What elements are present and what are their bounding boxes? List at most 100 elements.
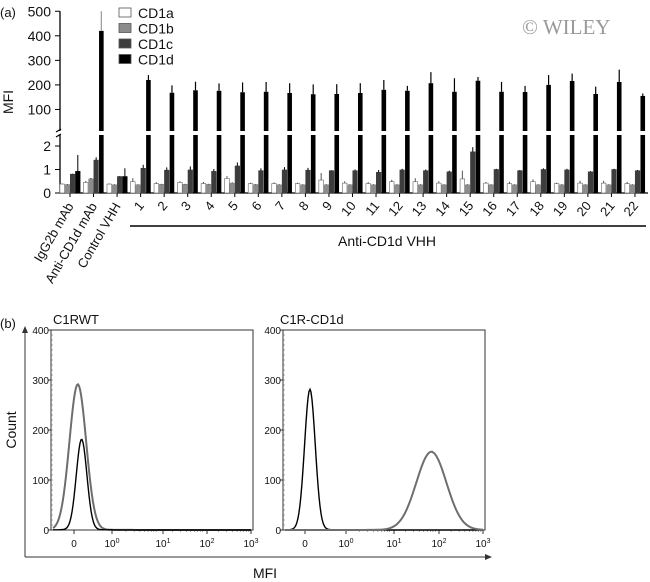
bar-cd1d-lower [216,135,222,193]
bar-cd1b [206,184,212,194]
y-tick-label: 0 [275,526,281,537]
bar-cd1b [417,184,424,194]
axis-break-mark [55,133,62,138]
bar-cd1c [93,159,99,194]
bar-cd1d-upper [569,80,575,131]
bar-cd1a [577,182,583,194]
y-tick-label: 100 [28,101,52,117]
panel-a-bar-chart: (a) MFI Anti-CD1d VHH 012100200300400500… [0,3,648,286]
bar-cd1c [281,169,288,194]
x-tick-label: 19 [550,198,571,219]
bar-cd1d-upper [310,94,316,131]
bar-cd1b [582,184,588,194]
x-tick-label: 2 [154,198,170,213]
x-tick-label: 103 [243,538,258,550]
histogram-curve [285,387,483,531]
histogram-curve [285,450,484,531]
bar-cd1d-lower [263,135,269,193]
legend-label-cd1c: CD1c [138,36,173,52]
y-tick-label: 400 [264,326,281,337]
bar-cd1d-upper [287,93,292,131]
bar-cd1b [464,184,471,194]
histogram-title-c1r-cd1d: C1R-CD1d [280,312,344,327]
y-tick-label: 2 [43,138,51,154]
bar-cd1a [106,183,112,194]
y-tick-label: 0 [43,526,49,537]
x-tick-label: 15 [456,198,477,219]
bar-cd1c [470,151,476,194]
y-axis-label: MFI [0,90,16,114]
bar-cd1c [117,176,123,194]
y-tick-label: 400 [32,326,49,337]
histogram-curve [53,438,251,531]
bar-cd1d-lower [287,135,292,193]
bar-cd1d-upper [334,93,340,131]
x-tick-label: 16 [479,198,500,219]
bar-cd1b [276,184,282,194]
bar-cd1b [64,184,70,194]
bar-cd1a [483,182,489,194]
x-tick-label: 20 [573,198,594,219]
x-tick-label: 0 [71,539,77,550]
bar-cd1c [234,165,240,194]
bar-cd1b [629,184,635,194]
bar-cd1d-upper [522,92,528,131]
bar-cd1a [506,183,513,194]
x-tick-label: 13 [409,198,430,219]
y-tick-label: 200 [28,77,52,93]
bar-cd1b [535,184,541,194]
bar-cd1b [370,184,377,194]
x-tick-label: 4 [201,198,217,213]
bar-cd1d-lower [146,135,151,193]
histogram-curve [52,382,251,531]
bar-cd1d-lower [475,135,481,193]
bar-cd1a [436,182,442,194]
bar-cd1a [130,181,136,194]
bar-cd1a [342,182,348,194]
bar-cd1c [164,169,170,194]
bar-cd1a [624,183,630,194]
bar-cd1d-lower [546,135,551,193]
bar-cd1a [153,183,159,194]
histogram-frame [282,329,486,531]
bar-cd1c [328,170,335,194]
bar-cd1b [182,184,188,194]
bar-cd1c [399,169,405,194]
bar-cd1c [70,173,76,194]
bar-cd1d-upper [169,92,175,131]
y-tick-label: 200 [264,426,281,437]
arrow-head-icon [22,326,28,333]
bar-cd1c [305,169,311,194]
x-tick-label: 9 [319,198,335,213]
bar-cd1a [459,178,465,194]
bar-cd1b [135,184,141,194]
arrow-head-icon [485,554,492,560]
bar-cd1a [247,183,254,194]
bar-cd1d-upper [240,92,245,131]
bar-cd1d-lower [522,135,528,193]
bar-cd1b [229,182,235,194]
legend-swatch-cd1d [118,54,132,64]
x-tick-label: 102 [199,538,214,550]
panel-b-histograms: (b) Count MFI C1RWT C1R-CD1d 0 100 200 300 4… [0,312,492,581]
legend-swatch-cd1b [118,23,132,33]
bar-cd1b [88,178,94,194]
bar-cd1d-lower [640,135,646,193]
bar-cd1a [200,183,207,194]
bar-cd1d-lower [405,135,410,193]
bar-cd1b [559,184,565,194]
x-tick-label: 1 [131,198,147,213]
bar-cd1a [530,181,536,194]
bar-cd1c [140,168,146,194]
bar-cd1d-upper [381,89,387,131]
bar-cd1d-upper [146,79,151,131]
bar-cd1d-lower [428,135,434,193]
y-tick-label: 100 [264,476,281,487]
y-tick-label: 0 [43,185,51,201]
x-tick-label: 10 [338,198,359,219]
bar-cd1d-upper [263,91,269,131]
bar-cd1a [59,183,65,194]
axis-break-mark [55,128,62,133]
bar-cd1a [318,179,324,194]
